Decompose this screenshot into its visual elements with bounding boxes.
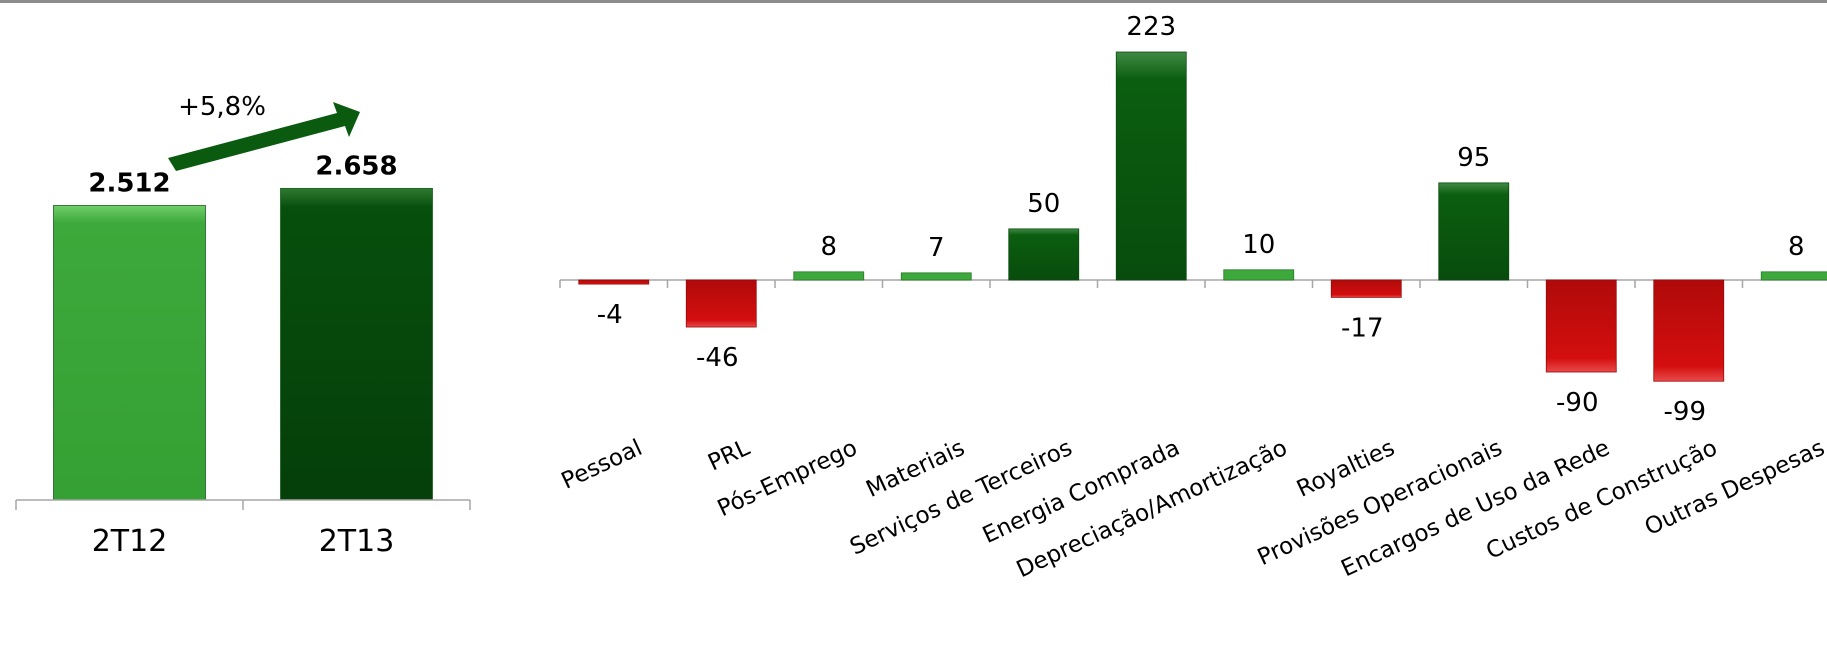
bar-pos-emprego	[793, 271, 865, 281]
bar-value-label: 2.658	[315, 151, 397, 181]
bar-value-label: 10	[1242, 230, 1275, 260]
top-border-line	[0, 0, 1827, 3]
bar-2t12	[53, 205, 206, 501]
bar-encargos-de-uso-da-rede	[1545, 279, 1617, 373]
bar-value-label: 7	[928, 233, 945, 263]
bar-value-label: -17	[1341, 313, 1383, 343]
bar-value-label: 95	[1457, 143, 1490, 173]
bar-value-label: -90	[1556, 388, 1598, 418]
growth-percentage-label: +5,8%	[178, 92, 266, 122]
bar-prl	[685, 279, 757, 328]
bar-servicos-de-terceiros	[1008, 228, 1080, 281]
bar-2t13	[280, 187, 433, 501]
category-label: Outras Despesas	[1641, 435, 1827, 541]
bar-pessoal	[578, 279, 650, 285]
bar-energia-comprada	[1115, 51, 1187, 281]
bar-value-label: -99	[1664, 397, 1706, 427]
category-label: 2T13	[319, 524, 395, 559]
bar-value-label: 50	[1027, 189, 1060, 219]
category-label: PRL	[704, 435, 754, 477]
bar-materiais	[900, 272, 972, 281]
category-label: Pessoal	[558, 435, 647, 495]
bar-value-label: -46	[696, 343, 738, 373]
bar-value-label: 2.512	[88, 168, 170, 198]
bar-custos-de-construcao	[1653, 279, 1725, 382]
bar-depreciacao-amortizacao	[1223, 269, 1295, 281]
bar-royalties	[1330, 279, 1402, 298]
bar-value-label: 8	[820, 232, 837, 262]
bar-value-label: -4	[597, 300, 623, 330]
bar-value-label: 223	[1126, 12, 1176, 42]
quarter-comparison-chart: 2.512 2T12 2.658 2T13 +5,8%	[15, 92, 471, 559]
bar-outras-despesas	[1760, 271, 1827, 281]
bar-value-label: 8	[1788, 232, 1805, 262]
growth-arrow-icon	[168, 102, 360, 171]
category-label: 2T12	[92, 524, 168, 559]
bar-provisoes-operacionais	[1438, 182, 1510, 281]
